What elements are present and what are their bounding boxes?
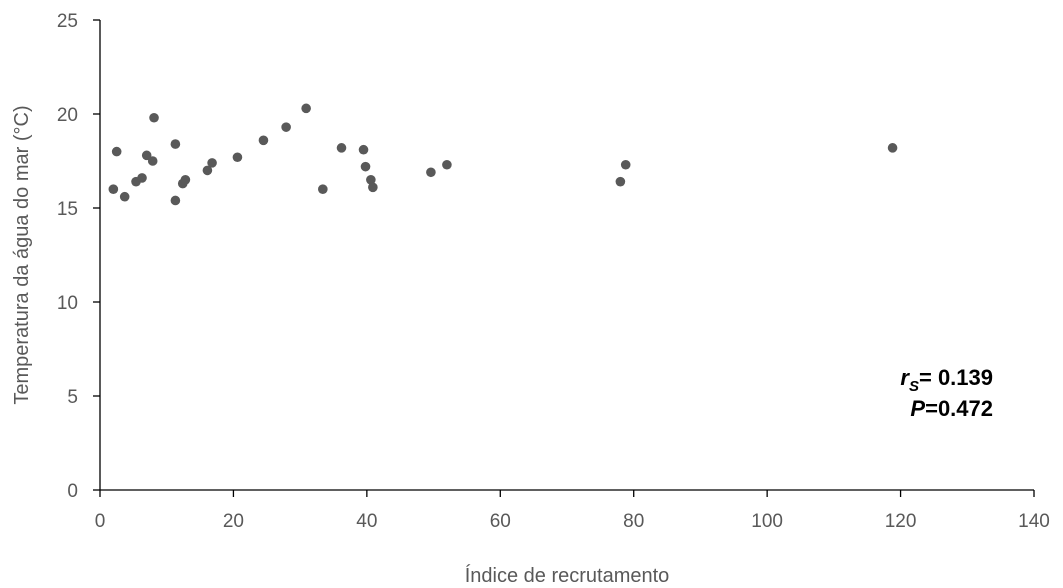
y-tick-label: 25 xyxy=(57,11,78,32)
data-point xyxy=(442,159,452,170)
spearman-annotation: rS= 0.139 xyxy=(900,365,993,395)
axes xyxy=(99,20,1034,491)
x-tick-label: 120 xyxy=(885,511,917,532)
x-tick-label: 100 xyxy=(751,511,783,532)
data-point xyxy=(232,152,243,163)
data-point xyxy=(137,173,147,183)
data-point xyxy=(258,135,269,146)
data-point xyxy=(149,112,159,123)
x-tick-label: 60 xyxy=(490,511,511,532)
x-tick-label: 40 xyxy=(356,511,377,532)
y-tick-label: 20 xyxy=(57,105,78,126)
p-value: =0.472 xyxy=(925,396,993,421)
rs-subscript: S xyxy=(909,378,919,395)
y-tick-label: 0 xyxy=(67,481,78,502)
data-point xyxy=(147,156,158,166)
y-axis-ticks: 0 5 10 15 20 25 xyxy=(57,11,100,502)
data-point xyxy=(358,144,369,155)
data-point xyxy=(108,184,119,194)
x-tick-label: 80 xyxy=(623,511,644,532)
y-tick-label: 15 xyxy=(57,199,78,220)
data-point xyxy=(366,175,376,185)
rs-label: r xyxy=(900,365,910,390)
x-axis-ticks: 0 20 40 60 80 100 120 140 xyxy=(95,490,1050,532)
x-axis-title: Índice de recrutamento xyxy=(465,564,670,587)
data-point xyxy=(281,122,291,132)
data-point xyxy=(111,146,122,157)
data-point xyxy=(119,191,130,202)
data-point xyxy=(336,143,347,153)
data-point xyxy=(318,184,328,194)
data-point xyxy=(301,103,311,114)
data-point xyxy=(615,176,626,187)
data-point xyxy=(620,159,631,170)
x-tick-label: 140 xyxy=(1018,511,1050,532)
data-point xyxy=(202,165,213,176)
p-label: P xyxy=(910,396,925,421)
data-point xyxy=(207,158,217,168)
x-tick-label: 0 xyxy=(95,511,106,532)
data-point xyxy=(368,182,378,193)
data-point xyxy=(141,150,152,161)
x-tick-label: 20 xyxy=(223,511,244,532)
data-point xyxy=(360,161,371,172)
data-point xyxy=(180,175,191,185)
y-tick-label: 10 xyxy=(57,293,78,314)
data-point xyxy=(170,195,181,206)
data-point xyxy=(170,139,181,149)
data-points xyxy=(108,103,898,206)
rs-value: = 0.139 xyxy=(919,365,993,390)
y-axis-title: Temperatura da água do mar (°C) xyxy=(11,105,33,404)
y-tick-label: 5 xyxy=(67,387,78,408)
data-point xyxy=(887,143,898,153)
p-value-annotation: P=0.472 xyxy=(910,396,993,421)
data-point xyxy=(426,167,436,178)
